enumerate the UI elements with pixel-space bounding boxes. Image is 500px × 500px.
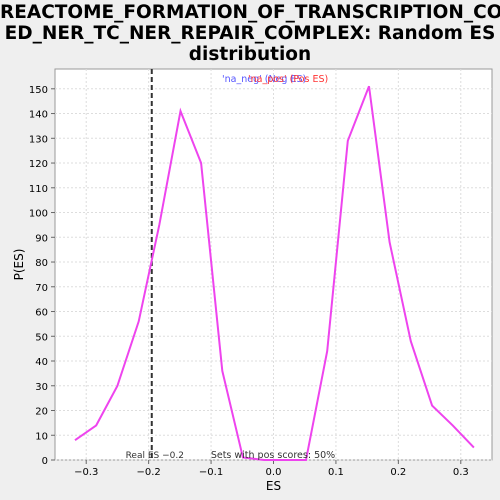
pos-scores-label: Sets with pos scores: 50% [211,450,335,461]
y-tick-label: 120 [29,159,48,170]
x-tick-label: 0.2 [390,467,406,478]
y-tick-label: 10 [35,431,48,442]
y-tick-label: 0 [42,456,48,467]
title-line-1: REACTOME_FORMATION_OF_TRANSCRIPTION_COUP… [0,2,500,23]
grid-lines [55,69,492,461]
legend-entry-pos: 'na_pos' (Pos ES) [248,74,328,85]
y-tick-label: 50 [35,332,48,343]
x-tick-label: 0.3 [453,467,469,478]
y-tick-label: 30 [35,382,48,393]
y-tick-label: 80 [35,258,48,269]
legend: 'na_neg' (Neg ES)'na_pos' (Pos ES) [222,74,328,85]
y-tick-label: 20 [35,407,48,418]
x-tick-label: −0.2 [136,467,160,478]
x-tick-label: 0.1 [328,467,344,478]
y-tick-label: 40 [35,357,48,368]
y-axis-label: P(ES) [12,249,26,281]
y-tick-label: 60 [35,308,48,319]
chart-title: REACTOME_FORMATION_OF_TRANSCRIPTION_COUP… [0,2,500,65]
title-line-2: ED_NER_TC_NER_REPAIR_COMPLEX: Random ES [4,23,496,44]
x-axis: −0.3 −0.2 −0.1 0.0 0.1 0.2 0.3 [74,460,469,478]
real-es-label: Real ES −0.2 [126,451,184,461]
x-axis-label: ES [266,479,281,493]
y-tick-label: 140 [29,110,48,121]
y-axis: 0 10 20 30 40 50 60 70 80 90 100 110 120 130 140 150 [29,85,55,467]
y-tick-label: 150 [29,85,48,96]
legend-entry-neg: 'na_neg' (Neg ES) [222,74,306,85]
y-tick-label: 90 [35,233,48,244]
y-tick-label: 110 [29,184,48,195]
y-tick-label: 70 [35,283,48,294]
x-tick-label: −0.1 [199,467,223,478]
y-tick-label: 100 [29,209,48,220]
y-tick-label: 130 [29,134,48,145]
x-tick-label: −0.3 [74,467,98,478]
x-tick-label: 0.0 [266,467,282,478]
title-line-3: distribution [188,44,312,65]
series-line [74,85,475,461]
